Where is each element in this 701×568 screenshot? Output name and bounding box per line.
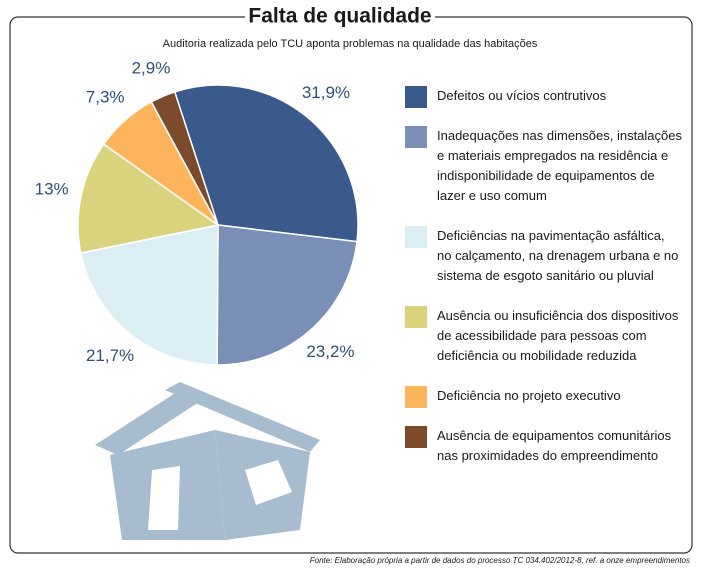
- legend-swatch: [405, 426, 427, 448]
- legend-swatch: [405, 86, 427, 108]
- house-illustration: [95, 382, 320, 540]
- legend-label: Inadequações nas dimensões, instalações e…: [437, 128, 682, 203]
- pie-slice: [216, 224, 358, 366]
- legend-label: Ausência ou insuficiência dos dispositiv…: [437, 308, 679, 363]
- legend-swatch: [405, 126, 427, 148]
- legend-swatch: [405, 386, 427, 408]
- data-label: 21,7%: [86, 346, 134, 365]
- pie-slice: [173, 84, 359, 243]
- data-label: 23,2%: [306, 342, 354, 361]
- legend-label: Deficiências na pavimentação asfáltica, n…: [437, 228, 678, 283]
- data-label: 2,9%: [132, 58, 171, 77]
- legend-label: Defeitos ou vícios contrutivos: [437, 88, 607, 103]
- legend-swatch: [405, 226, 427, 248]
- legend-label: Ausência de equipamentos comunitários nas…: [437, 428, 672, 463]
- pie-slice: [150, 90, 219, 226]
- title-bg: [245, 4, 435, 30]
- chart-subtitle: Auditoria realizada pelo TCU aponta prob…: [163, 38, 538, 50]
- house-openings: [148, 460, 292, 530]
- source: Fonte: Elaboração própria a partir de da…: [310, 556, 690, 565]
- legend-swatch: [405, 306, 427, 328]
- data-label: 31,9%: [302, 83, 350, 102]
- data-label: 13%: [35, 179, 69, 198]
- legend-label: Deficiência no projeto executivo: [437, 388, 621, 403]
- pie-slice: [79, 224, 219, 366]
- data-label: 7,3%: [86, 87, 125, 106]
- chart-title: Falta de qualidade: [248, 5, 431, 28]
- pie-slice: [77, 143, 220, 254]
